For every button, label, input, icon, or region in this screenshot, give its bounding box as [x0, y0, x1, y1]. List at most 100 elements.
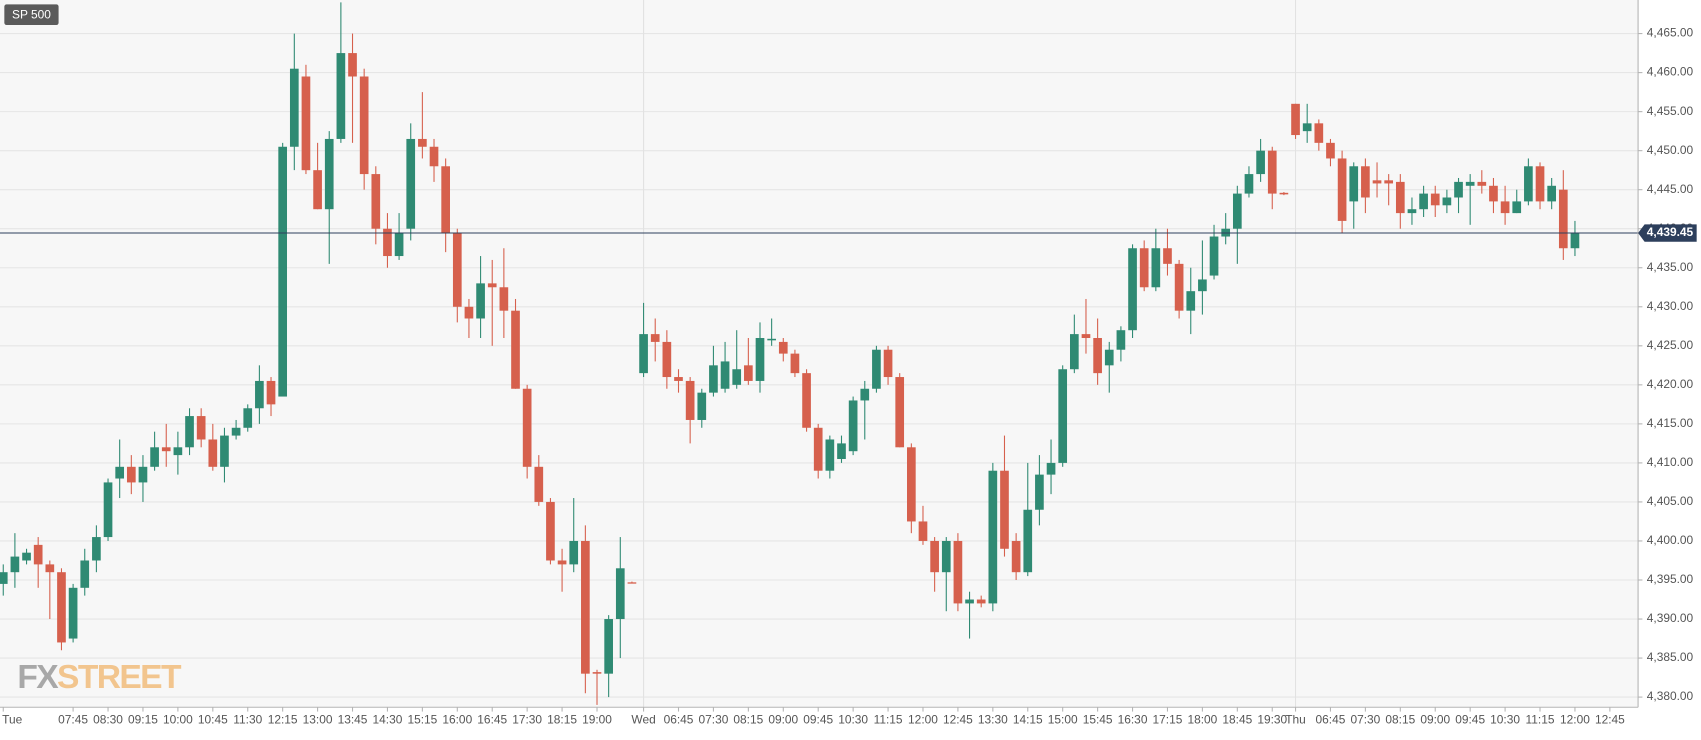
x-tick-label: 11:15 [874, 712, 903, 726]
candle-body [33, 544, 43, 565]
x-tick-label: 16:30 [1118, 712, 1148, 726]
y-tick-label: 4,380.00 [1647, 689, 1694, 703]
candle-body [1232, 193, 1242, 229]
y-tick-label: 4,400.00 [1647, 533, 1694, 547]
candle-body [557, 560, 567, 565]
candle-body [767, 338, 776, 341]
candle-body [883, 349, 893, 378]
x-tick-label: 19:00 [582, 712, 612, 726]
candle-body [161, 447, 171, 452]
candle-body [1198, 279, 1207, 292]
candle-body [359, 76, 369, 175]
candle-body [1128, 248, 1137, 331]
x-tick-label: 12:15 [268, 712, 298, 726]
x-tick-label: 11:15 [1526, 712, 1555, 726]
candle-body [697, 392, 707, 420]
candle-body [720, 361, 730, 389]
candle-body [336, 53, 346, 139]
x-tick-label: 16:45 [477, 712, 507, 726]
x-tick-label: 12:00 [908, 712, 938, 726]
candle-body [138, 466, 148, 483]
x-tick-label: 07:45 [58, 712, 88, 726]
candle-body [1419, 193, 1428, 210]
candle-body [1465, 181, 1475, 186]
candle-body [115, 466, 125, 479]
x-tick-label: 10:00 [163, 712, 193, 726]
candle-body [778, 341, 788, 354]
candle-body [662, 341, 672, 378]
x-tick-label: 09:45 [803, 712, 833, 726]
candle-body [289, 68, 299, 147]
candle-body [266, 380, 276, 405]
x-tick-label: 06:45 [1316, 712, 1346, 726]
candle-body [220, 435, 229, 467]
x-tick-label: 08:15 [1385, 712, 1415, 726]
y-tick-label: 4,425.00 [1647, 338, 1694, 352]
candle-body [907, 447, 916, 522]
candle-body [499, 287, 509, 311]
y-tick-label: 4,395.00 [1647, 572, 1694, 586]
candle-body [1244, 174, 1254, 194]
candle-body [569, 540, 579, 565]
candle-body [1116, 330, 1126, 350]
candle-body [790, 353, 800, 374]
candle-body [231, 427, 241, 436]
candle-body [383, 228, 392, 257]
candle-body [92, 537, 101, 561]
candle-body [1291, 103, 1300, 136]
candle-body [243, 408, 253, 428]
candle-body [1151, 248, 1161, 288]
plot-background [0, 0, 1638, 707]
candle-body [1058, 369, 1068, 463]
candle-body [837, 443, 846, 460]
candle-body [45, 564, 55, 573]
candle-body [1093, 338, 1102, 374]
candle-body [476, 283, 485, 319]
candle-body [126, 466, 136, 483]
candle-body [930, 540, 939, 573]
candle-body [511, 310, 520, 389]
candle-body [1302, 123, 1312, 132]
candle-body [464, 306, 474, 319]
candle-body [1524, 166, 1533, 202]
x-tick-label: 15:00 [1048, 712, 1078, 726]
candle-body [1279, 192, 1289, 195]
candle-body [301, 76, 311, 171]
y-tick-label: 4,455.00 [1647, 104, 1694, 118]
candle-body [1500, 201, 1510, 214]
last-price-label: 4,439.45 [1647, 225, 1694, 239]
candle-body [441, 166, 450, 233]
candle-body [394, 232, 404, 257]
candle-body [1000, 470, 1009, 549]
candle-body [1489, 185, 1498, 202]
candle-body [732, 369, 742, 385]
candle-body [592, 672, 602, 674]
x-tick-label: 12:00 [1560, 712, 1590, 726]
candle-body [1361, 166, 1370, 198]
watermark: FXSTREET [17, 659, 182, 696]
candle-body [1186, 291, 1196, 311]
x-tick-label: 19:30 [1257, 712, 1287, 726]
y-tick-label: 4,450.00 [1647, 143, 1694, 157]
candle-body [208, 439, 218, 467]
candle-body [103, 482, 113, 538]
title-box [4, 4, 59, 25]
candle-body [1139, 248, 1149, 288]
y-tick-label: 4,435.00 [1647, 260, 1694, 274]
candle-body [324, 138, 334, 210]
y-tick-label: 4,420.00 [1647, 377, 1694, 391]
x-tick-label: 07:30 [699, 712, 729, 726]
candle-body [918, 521, 928, 541]
candle-body [639, 334, 648, 374]
candle-body [953, 540, 963, 604]
x-tick-label: 10:30 [1490, 712, 1520, 726]
chart-title: SP 500 [12, 7, 51, 21]
x-tick-label: 16:00 [442, 712, 472, 726]
x-tick-label: 18:00 [1187, 712, 1217, 726]
y-tick-label: 4,415.00 [1647, 416, 1694, 430]
candle-body [1267, 150, 1277, 194]
candle-body [1256, 150, 1265, 175]
candle-body [1477, 181, 1487, 186]
candle-body [534, 466, 544, 502]
candle-body [1349, 166, 1359, 202]
